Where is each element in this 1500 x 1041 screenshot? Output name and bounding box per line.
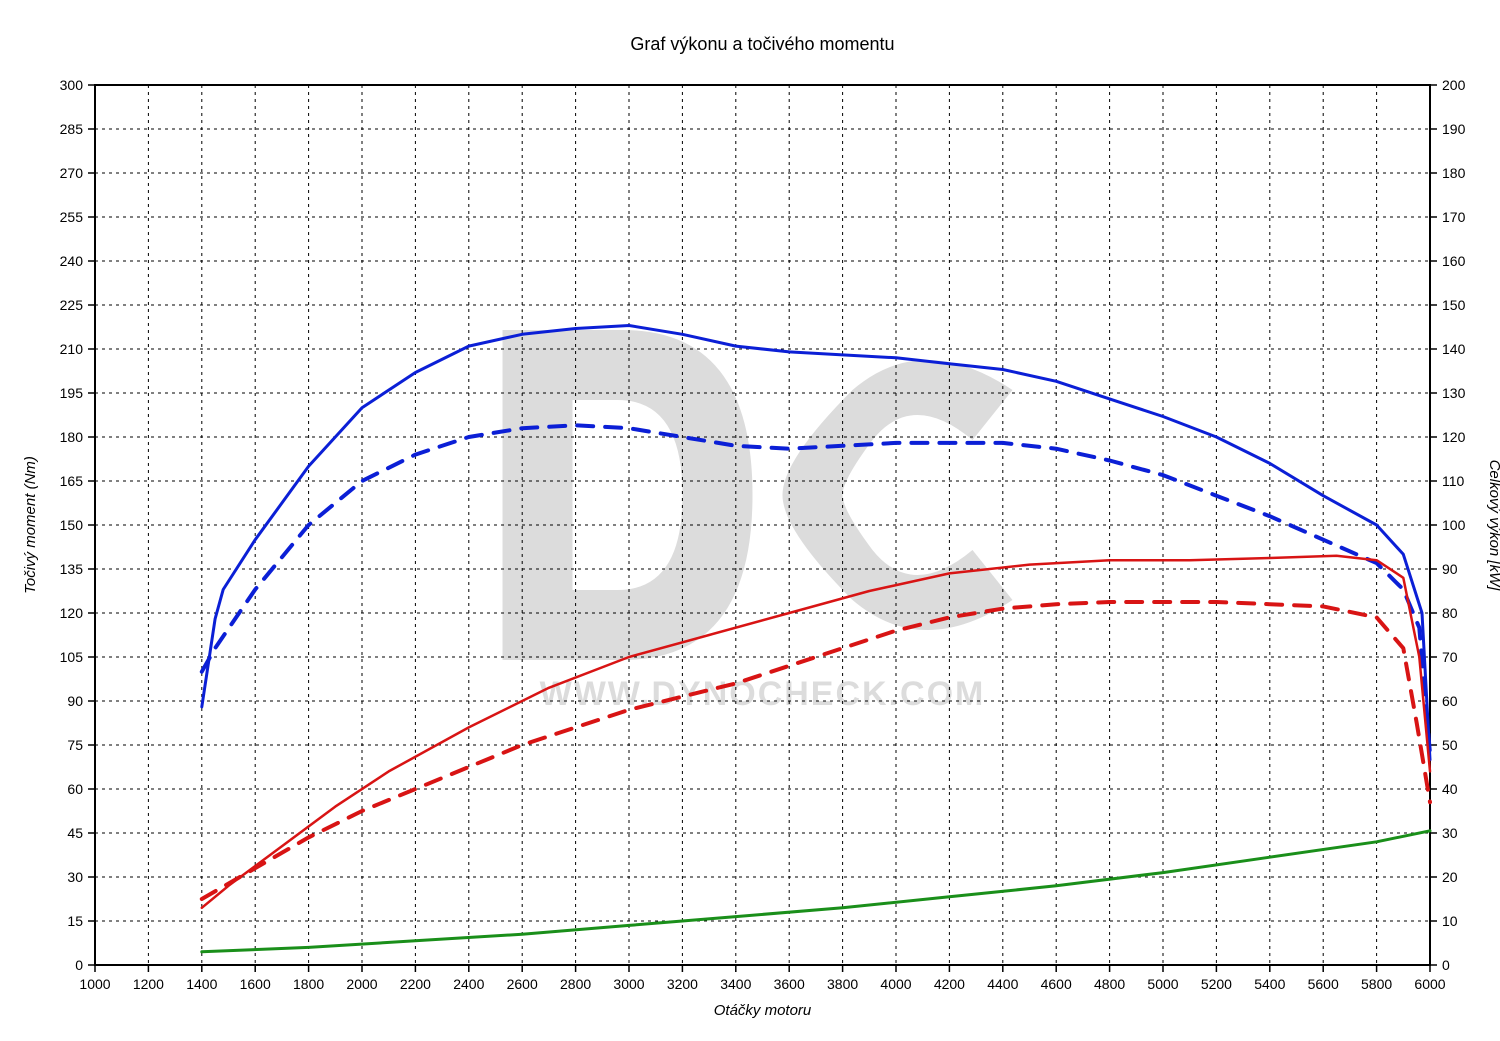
y-right-tick-label: 150 xyxy=(1442,297,1466,313)
y-right-tick-label: 60 xyxy=(1442,693,1458,709)
y-left-axis-title: Točivý moment (Nm) xyxy=(22,456,39,594)
x-tick-label: 4800 xyxy=(1094,976,1125,992)
y-left-tick-label: 150 xyxy=(60,517,84,533)
x-axis-title: Otáčky motoru xyxy=(714,1002,812,1019)
y-left-tick-label: 180 xyxy=(60,429,84,445)
y-right-tick-label: 20 xyxy=(1442,869,1458,885)
y-right-tick-label: 140 xyxy=(1442,341,1466,357)
x-tick-label: 5200 xyxy=(1201,976,1232,992)
x-tick-label: 3800 xyxy=(827,976,858,992)
x-tick-label: 6000 xyxy=(1414,976,1445,992)
x-tick-label: 1800 xyxy=(293,976,324,992)
y-left-tick-label: 210 xyxy=(60,341,84,357)
x-tick-label: 1400 xyxy=(186,976,217,992)
y-left-tick-label: 30 xyxy=(67,869,83,885)
y-right-tick-label: 30 xyxy=(1442,825,1458,841)
y-right-tick-label: 200 xyxy=(1442,77,1466,93)
x-tick-label: 5800 xyxy=(1361,976,1392,992)
chart-title: Graf výkonu a točivého momentu xyxy=(630,34,894,54)
x-tick-label: 1000 xyxy=(79,976,110,992)
y-right-tick-label: 70 xyxy=(1442,649,1458,665)
y-left-tick-label: 45 xyxy=(67,825,83,841)
y-right-tick-label: 90 xyxy=(1442,561,1458,577)
y-right-tick-label: 10 xyxy=(1442,913,1458,929)
x-tick-label: 4400 xyxy=(987,976,1018,992)
y-right-tick-label: 80 xyxy=(1442,605,1458,621)
y-right-tick-label: 0 xyxy=(1442,957,1450,973)
y-left-tick-label: 0 xyxy=(75,957,83,973)
y-left-tick-label: 90 xyxy=(67,693,83,709)
y-left-tick-label: 300 xyxy=(60,77,84,93)
y-left-tick-label: 135 xyxy=(60,561,84,577)
x-tick-label: 3000 xyxy=(613,976,644,992)
x-tick-label: 3600 xyxy=(774,976,805,992)
y-right-axis-title: Celkový výkon [kW] xyxy=(1486,460,1500,592)
y-right-tick-label: 110 xyxy=(1442,473,1465,489)
y-right-tick-label: 40 xyxy=(1442,781,1458,797)
dyno-chart: WWW.DYNOCHECK.COM10001200140016001800200… xyxy=(0,0,1500,1041)
x-tick-label: 4600 xyxy=(1041,976,1072,992)
y-right-tick-label: 190 xyxy=(1442,121,1466,137)
y-right-tick-label: 50 xyxy=(1442,737,1458,753)
x-tick-label: 2600 xyxy=(507,976,538,992)
y-left-tick-label: 255 xyxy=(60,209,84,225)
y-right-tick-label: 130 xyxy=(1442,385,1466,401)
x-tick-label: 4200 xyxy=(934,976,965,992)
x-tick-label: 2400 xyxy=(453,976,484,992)
y-right-tick-label: 180 xyxy=(1442,165,1466,181)
x-tick-label: 2800 xyxy=(560,976,591,992)
y-right-tick-label: 170 xyxy=(1442,209,1466,225)
y-left-tick-label: 75 xyxy=(67,737,83,753)
x-tick-label: 1200 xyxy=(133,976,164,992)
y-left-tick-label: 60 xyxy=(67,781,83,797)
y-left-tick-label: 105 xyxy=(60,649,84,665)
y-right-tick-label: 120 xyxy=(1442,429,1466,445)
x-tick-label: 3400 xyxy=(720,976,751,992)
x-tick-label: 5000 xyxy=(1147,976,1178,992)
x-tick-label: 3200 xyxy=(667,976,698,992)
x-tick-label: 2000 xyxy=(346,976,377,992)
y-left-tick-label: 270 xyxy=(60,165,84,181)
watermark-text: WWW.DYNOCHECK.COM xyxy=(540,675,986,713)
x-tick-label: 1600 xyxy=(240,976,271,992)
x-tick-label: 5600 xyxy=(1308,976,1339,992)
y-left-tick-label: 165 xyxy=(60,473,84,489)
x-tick-label: 4000 xyxy=(880,976,911,992)
y-left-tick-label: 240 xyxy=(60,253,84,269)
y-left-tick-label: 285 xyxy=(60,121,84,137)
y-right-tick-label: 100 xyxy=(1442,517,1466,533)
y-left-tick-label: 195 xyxy=(60,385,84,401)
y-right-tick-label: 160 xyxy=(1442,253,1466,269)
y-left-tick-label: 120 xyxy=(60,605,84,621)
x-tick-label: 2200 xyxy=(400,976,431,992)
y-left-tick-label: 15 xyxy=(67,913,83,929)
x-tick-label: 5400 xyxy=(1254,976,1285,992)
y-left-tick-label: 225 xyxy=(60,297,84,313)
